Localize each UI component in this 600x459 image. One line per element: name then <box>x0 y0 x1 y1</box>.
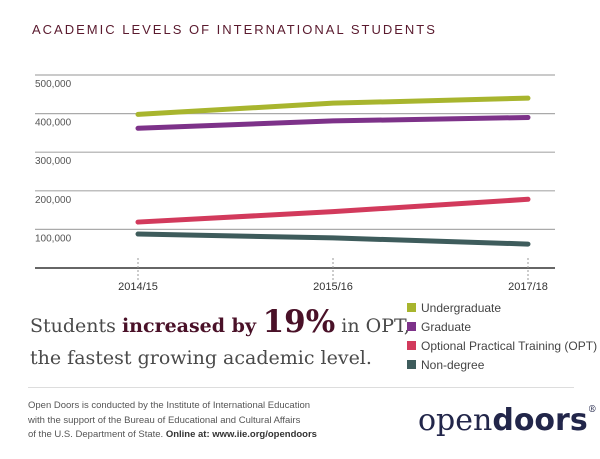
opendoors-logo: opendoors® <box>418 403 597 438</box>
x-tick-label: 2014/15 <box>118 281 158 293</box>
headline: Students increased by 19% in OPT, the fa… <box>30 306 410 374</box>
legend-swatch <box>407 360 416 369</box>
legend-label: Undergraduate <box>421 300 502 315</box>
legend-item: Graduate <box>407 317 597 336</box>
chart-title: ACADEMIC LEVELS OF INTERNATIONAL STUDENT… <box>32 22 437 37</box>
legend-label: Graduate <box>421 319 472 334</box>
legend: Undergraduate Graduate Optional Practical … <box>407 298 597 374</box>
footer-text: Open Doors is conducted by the Institute… <box>28 399 317 443</box>
legend-label: Optional Practical Training (OPT) <box>421 338 598 353</box>
y-tick-label: 500,000 <box>35 79 72 90</box>
logo-light: open <box>418 403 493 438</box>
divider <box>28 387 574 388</box>
line-chart: 500,000 400,000 300,000 200,000 100,000 2014/… <box>35 74 555 293</box>
y-tick-label: 100,000 <box>35 233 72 244</box>
legend-swatch <box>407 303 416 312</box>
logo-mark: ® <box>587 405 597 415</box>
legend-item: Optional Practical Training (OPT) <box>407 336 597 355</box>
headline-line2: the fastest growing academic level. <box>30 347 372 369</box>
series-line-non-degree <box>135 231 531 247</box>
footer-line3: of the U.S. Department of State. <box>28 429 166 440</box>
legend-item: Undergraduate <box>407 298 597 317</box>
headline-pre: Students <box>30 315 122 337</box>
legend-swatch <box>407 322 416 331</box>
headline-post: in OPT, <box>335 315 410 337</box>
series-line-graduate <box>135 114 531 131</box>
y-tick-label: 200,000 <box>35 195 72 206</box>
footer-line1: Open Doors is conducted by the Institute… <box>28 400 311 411</box>
headline-percent: 19% <box>262 304 336 340</box>
footer-line2: with the support of the Bureau of Educat… <box>28 414 301 426</box>
legend-label: Non-degree <box>421 357 485 372</box>
headline-bold: increased by <box>121 315 263 337</box>
series-line-optional-practical-training-opt- <box>135 196 531 225</box>
y-tick-label: 400,000 <box>35 118 72 129</box>
x-tick-label: 2017/18 <box>508 281 548 293</box>
legend-swatch <box>407 341 416 350</box>
legend-item: Non-degree <box>407 355 597 374</box>
series-line-undergraduate <box>135 95 531 117</box>
logo-bold: doors <box>492 403 588 438</box>
y-tick-label: 300,000 <box>35 156 72 167</box>
footer-link[interactable]: Online at: www.iie.org/opendoors <box>165 429 317 440</box>
x-tick-label: 2015/16 <box>313 281 353 293</box>
